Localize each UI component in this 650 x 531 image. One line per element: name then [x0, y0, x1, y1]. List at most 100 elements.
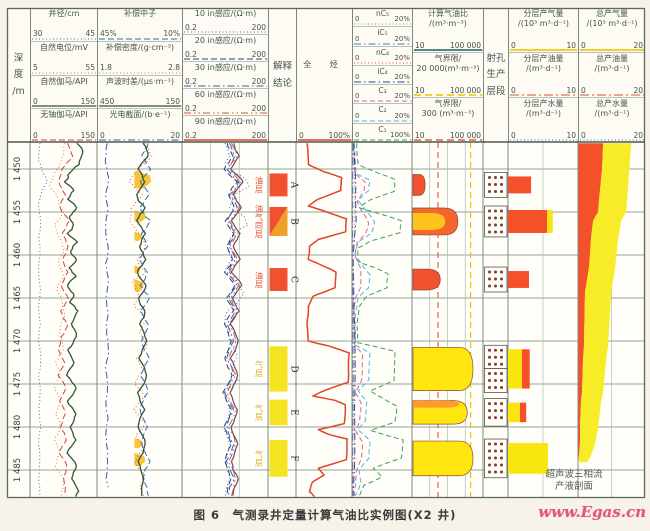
layer-bar-A-oil [508, 176, 532, 194]
header-comp-row-5: C₂ 0 20% [353, 104, 412, 124]
curve-th [306, 143, 350, 497]
depth-label: 1 475 [13, 372, 23, 396]
depth-label: 1 450 [13, 157, 23, 181]
total-gas-area [578, 143, 632, 463]
header-t1-row-3: 无铀伽马/API 0 150 [31, 109, 97, 142]
interp-block-D [269, 346, 288, 392]
header-t1: 井径/cm 30 45 自然电位/mV 5 55 自然伽马/API 0 150 无铀伽… [30, 8, 97, 142]
curve-ic5 [352, 143, 354, 496]
header-comp-row-2: nC₄ 0 20% [353, 47, 412, 66]
scale-line-sample [354, 139, 412, 141]
header-total-row-0: 总产气量/(10³ m³·d⁻¹) 0 20 [579, 8, 645, 53]
layer-bar-E-gas [508, 402, 520, 423]
scale-line-sample [32, 72, 97, 73]
figure-caption: 图 6 气测录井定量计算气油比实例图(X2 井) [193, 508, 457, 522]
density-neutron-crossover [134, 452, 146, 467]
zone-letter-B: B [289, 218, 299, 225]
header-t3-row-1: 20 in感应/(Ω·m) 0.2 200 [183, 35, 268, 62]
header-t3-row-0: 10 in感应/(Ω·m) 0.2 200 [183, 8, 268, 35]
layer-bar-D-gas [508, 349, 522, 389]
density-neutron-crossover [134, 231, 143, 242]
zone-label-A: 层 [255, 185, 263, 194]
curve-c2 [353, 143, 376, 497]
header-t2-row-3: 光电截面/(b·e⁻¹) 0 20 [98, 109, 182, 142]
scale-line-sample [354, 43, 412, 45]
scale-line-sample [580, 94, 645, 96]
gor-bullet-C [412, 268, 441, 291]
scale-line-sample [354, 23, 412, 25]
zone-label-A: 油 [255, 176, 263, 186]
scale-line-sample [354, 120, 412, 122]
header-t2: 补偿中子 45% 10% 补偿密度/(g·cm⁻³) 1.8 2.8 声波时差/(μ… [97, 8, 182, 142]
zone-label-C: 油 [255, 270, 263, 280]
zone-label-B: 层 [255, 230, 263, 239]
header-layer-row-1: 分层产油量/(m³·d⁻¹) 0 10 [509, 53, 578, 98]
scale-line-sample [510, 94, 578, 96]
curve-res_base [224, 142, 240, 496]
watermark: www.Egas.cn [538, 503, 646, 521]
zone-label-D: 层 [255, 369, 263, 378]
depth-label: 1 460 [13, 243, 23, 267]
depth-label: 1 470 [13, 329, 23, 353]
header-th: 全 烃 0 100% [296, 8, 352, 142]
layer-bar-C-oil [508, 271, 529, 288]
header-comp-row-0: nC₅ 0 20% [353, 8, 412, 28]
scale-line-sample [32, 105, 97, 107]
header-layer-row-0: 分层产气量/(10³ m³·d⁻¹) 0 10 [509, 8, 578, 53]
header-total-row-1: 总产油量/(m³·d⁻¹) 0 20 [579, 53, 645, 98]
layer-bar-D-oil [522, 349, 530, 389]
header-t3-row-4: 90 in感应/(Ω·m) 0.2 200 [183, 116, 268, 142]
header-gor-row-2: 气界限/300 (m³·m⁻³) 10 100 000 [413, 98, 483, 142]
zone-label-B: 气 [255, 212, 263, 222]
density-neutron-crossover [134, 279, 144, 292]
curve-nc4 [352, 143, 356, 496]
zone-label-E: 层 [255, 413, 263, 422]
curve-sonic [135, 142, 149, 496]
depth-label: 1 455 [13, 200, 23, 224]
interp-block-B [269, 206, 288, 236]
zone-letter-D: D [289, 365, 299, 372]
zone-letter-C: C [289, 276, 299, 283]
header-comp: nC₅ 0 20% iC₅ 0 20% nC₄ 0 20% iC₄ 0 20% C₃ 0 20% C… [352, 8, 412, 142]
perforation-block-E [484, 398, 508, 427]
scale-line-sample [354, 100, 412, 102]
scale-line-sample [298, 139, 352, 141]
scale-line-sample [354, 62, 412, 64]
curve-density [128, 142, 152, 497]
scale-line-sample [580, 139, 645, 141]
depth-column-header: 深度/m [7, 8, 30, 142]
curve-ugr [57, 143, 74, 496]
scale-line-sample [414, 49, 483, 51]
header-comp-row-1: iC₅ 0 20% [353, 27, 412, 47]
interp-block-C [269, 268, 288, 291]
header-total-row-2: 总产水量/(m³·d⁻¹) 0 20 [579, 98, 645, 142]
interp-block-A [269, 173, 288, 197]
gor-bullet-F [412, 440, 474, 477]
zone-label-D: 气 [255, 360, 263, 370]
header-comp-row-4: C₃ 0 20% [353, 85, 412, 105]
perforation-block-B [484, 205, 508, 238]
scale-line-sample [510, 139, 578, 141]
curve-res_base [222, 143, 238, 496]
header-th-row: 全 烃 0 100% [297, 8, 352, 142]
interp-block-F [269, 440, 288, 477]
depth-label: 1 480 [13, 415, 23, 439]
curve-pe [104, 143, 110, 488]
layer-bar-E-oil [519, 402, 527, 423]
density-neutron-crossover [134, 438, 143, 449]
scale-line-sample [184, 85, 268, 87]
layer-bar-B-gas [547, 209, 553, 233]
header-t1-row-2: 自然伽马/API 0 150 [31, 76, 97, 110]
interp-block-E [269, 399, 288, 426]
scale-line-sample [32, 139, 97, 141]
header-t2-row-2: 声波时差/(μs·m⁻¹) 450 150 [98, 76, 182, 110]
scale-line-sample [580, 49, 645, 51]
curve-res_base [229, 142, 244, 496]
zone-label-B: 油 [255, 204, 263, 214]
header-layer-row-2: 分层产水量/(m³·d⁻¹) 0 10 [509, 98, 578, 142]
zone-letter-E: E [289, 409, 299, 416]
header-t2-row-0: 补偿中子 45% 10% [98, 8, 182, 42]
scale-line-sample [184, 139, 268, 141]
depth-label: 1 465 [13, 286, 23, 310]
